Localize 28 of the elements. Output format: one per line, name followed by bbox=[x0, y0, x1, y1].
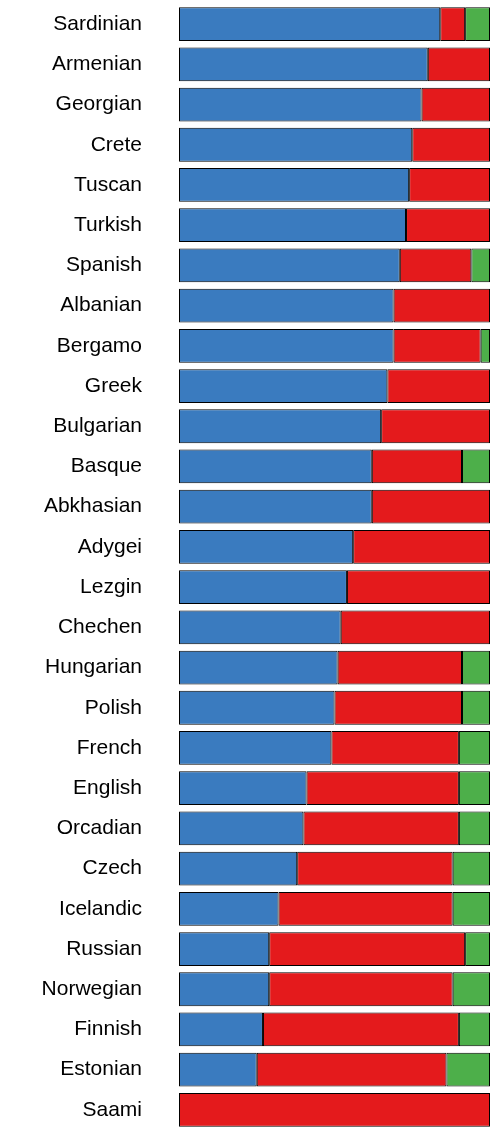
y-tick-label: Estonian bbox=[60, 1056, 142, 1080]
y-tick-label: Adygei bbox=[77, 533, 142, 557]
y-tick-label: Armenian bbox=[52, 51, 142, 75]
y-tick-label: Spanish bbox=[66, 252, 142, 276]
y-tick-label: French bbox=[76, 734, 142, 758]
y-tick-label: Bergamo bbox=[56, 332, 142, 356]
y-tick-label: Crete bbox=[90, 131, 142, 155]
y-tick-label: Chechen bbox=[57, 614, 142, 638]
y-tick-label: English bbox=[73, 774, 142, 798]
y-tick-label: Albanian bbox=[60, 292, 142, 316]
y-tick-label: Polish bbox=[84, 694, 142, 718]
y-tick-label: Czech bbox=[82, 855, 142, 879]
y-tick-label: Hungarian bbox=[45, 654, 142, 678]
y-tick-label: Turkish bbox=[73, 211, 142, 235]
y-tick-label: Icelandic bbox=[59, 895, 142, 919]
y-tick-label: Georgian bbox=[55, 91, 142, 115]
y-tick-label: Basque bbox=[70, 453, 142, 477]
y-tick-label: Russian bbox=[66, 935, 142, 959]
y-tick-label: Greek bbox=[84, 372, 143, 396]
y-tick-label: Norwegian bbox=[41, 976, 142, 1000]
y-tick-label: Bulgarian bbox=[53, 413, 142, 437]
y-tick-label: Lezgin bbox=[80, 573, 142, 597]
y-tick-label: Saami bbox=[82, 1096, 142, 1120]
y-tick-label: Finnish bbox=[74, 1016, 142, 1040]
y-tick-label: Sardinian bbox=[53, 10, 142, 34]
y-tick-label: Orcadian bbox=[56, 815, 142, 839]
y-tick-label: Abkhasian bbox=[43, 493, 142, 517]
y-tick-label: Tuscan bbox=[73, 171, 142, 195]
